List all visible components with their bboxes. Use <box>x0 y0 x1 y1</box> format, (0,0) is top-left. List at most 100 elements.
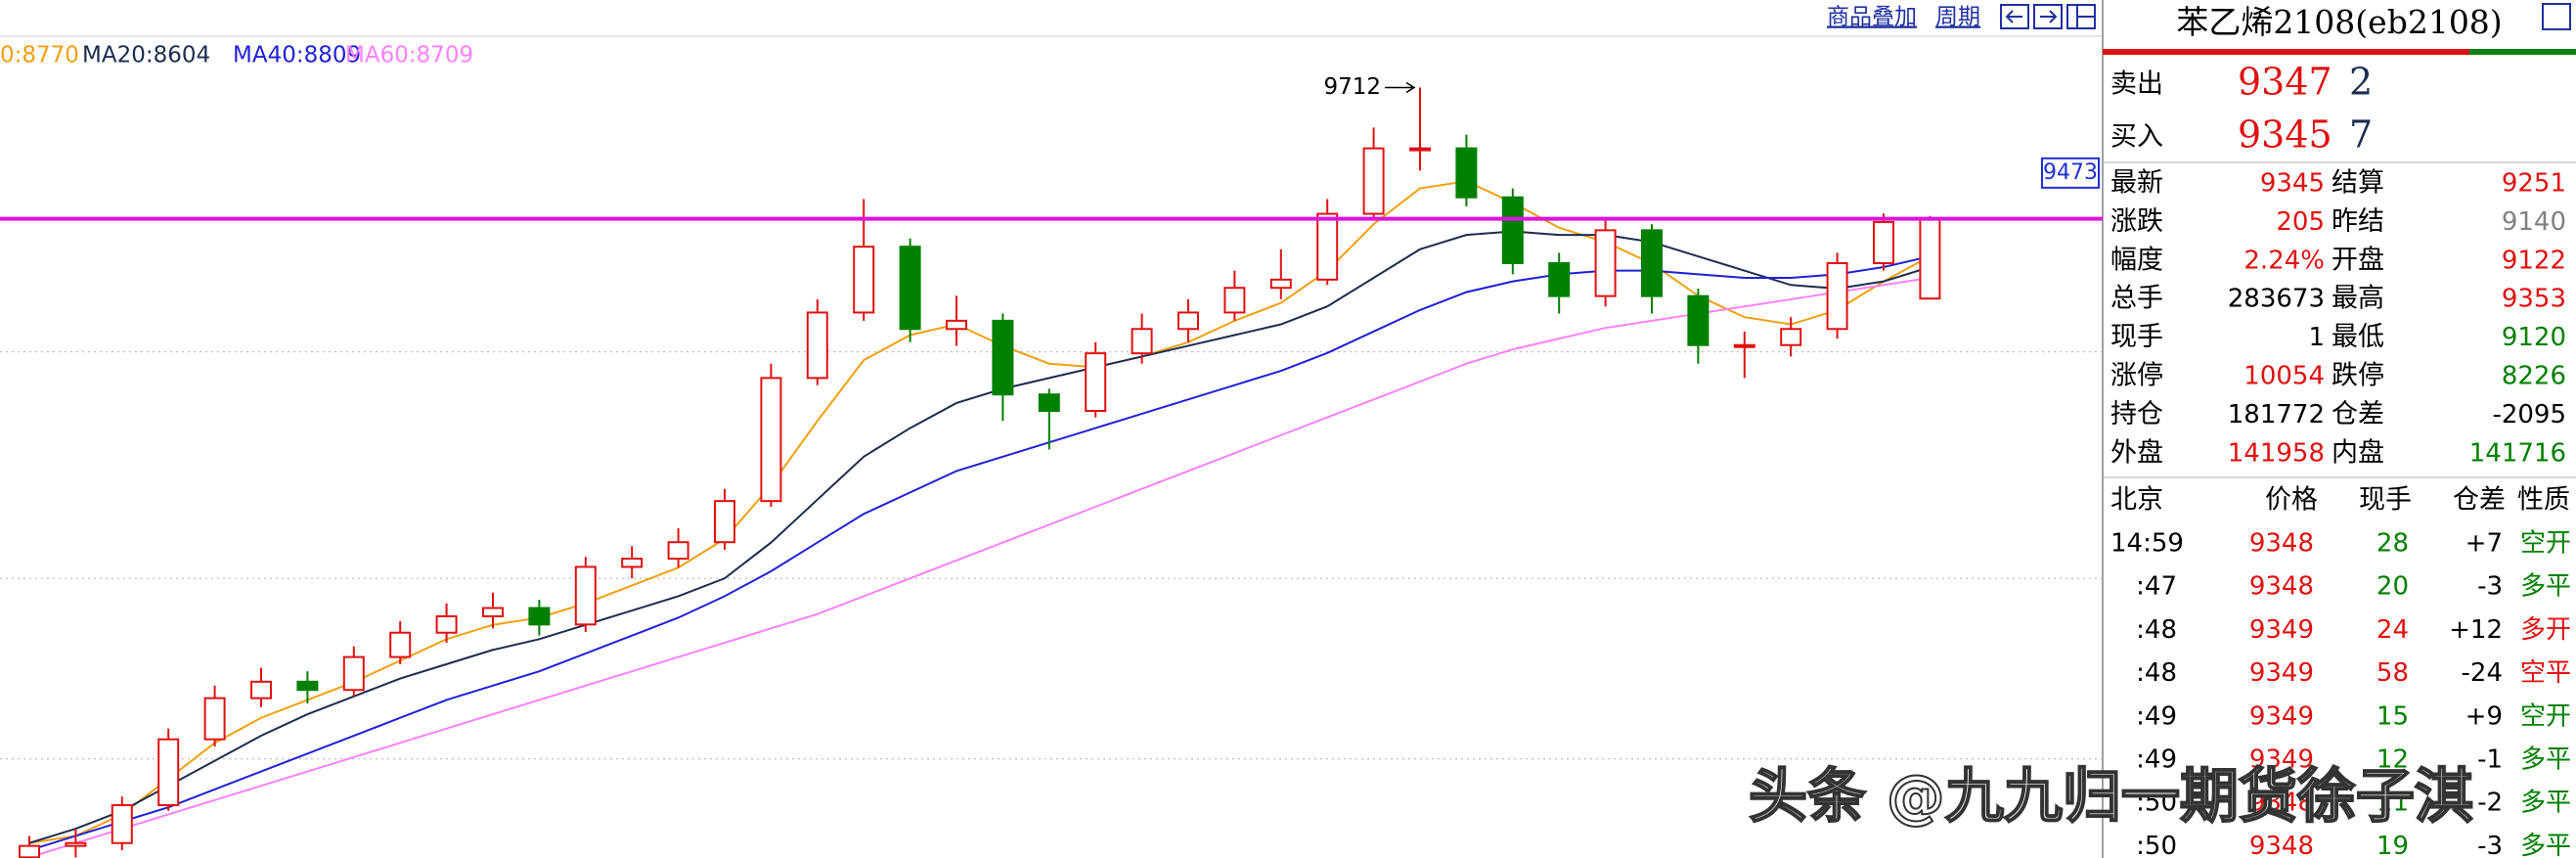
tick-cell: 58 <box>2376 658 2409 688</box>
toolbar-link[interactable]: 周期 <box>1935 5 1980 30</box>
cursor-price-box <box>2041 157 2100 189</box>
candle-body <box>157 738 180 806</box>
candle-body <box>1455 147 1478 199</box>
cursor-price: 9473 <box>2043 160 2098 185</box>
tick-cell: 空平 <box>2520 658 2571 688</box>
candle-body <box>574 565 597 626</box>
stat-label: 幅度 <box>2110 245 2163 275</box>
candle-body <box>296 680 319 692</box>
stat-label: 结算 <box>2332 168 2384 199</box>
tick-cell: 28 <box>2376 529 2409 559</box>
candle-body <box>946 319 967 331</box>
candle-body <box>714 500 735 544</box>
legend-entry: MA60:8709 <box>345 43 473 68</box>
tick-cell: :50 <box>2136 832 2177 858</box>
candle-body <box>667 541 689 561</box>
candle-body <box>1687 294 1710 346</box>
candle-body <box>992 319 1014 396</box>
tick-cell: 9349 <box>2249 615 2314 645</box>
candle-body <box>528 607 551 626</box>
candle-body <box>1733 343 1755 348</box>
stat-label: 最低 <box>2332 322 2384 352</box>
stat-label: 昨结 <box>2332 206 2384 237</box>
stat-label: 开盘 <box>2332 245 2384 275</box>
tick-header: 价格 <box>2265 485 2318 516</box>
watermark: 头条 @九九归一期货徐子淇 <box>1749 763 2473 832</box>
stat-value: 283673 <box>2228 285 2325 314</box>
stat-label: 内盘 <box>2332 437 2384 468</box>
tick-cell: 9348 <box>2249 832 2314 858</box>
candle-body <box>1131 328 1153 355</box>
tick-cell: 多平 <box>2520 789 2571 818</box>
title-bar-red <box>2103 49 2469 55</box>
panel-icon[interactable] <box>2542 3 2571 30</box>
tick-cell: 20 <box>2376 572 2409 602</box>
candle-body <box>806 311 828 380</box>
stat-value: 9140 <box>2502 207 2566 237</box>
tick-cell: :48 <box>2136 615 2177 645</box>
tick-cell: 多开 <box>2520 615 2571 645</box>
tick-cell: 空开 <box>2520 701 2571 731</box>
tick-cell: 9349 <box>2249 701 2314 731</box>
stat-label: 持仓 <box>2110 399 2163 429</box>
candle-body <box>111 803 133 844</box>
tick-cell: :49 <box>2136 701 2177 731</box>
stat-label: 最高 <box>2332 284 2384 314</box>
candle-body <box>1826 261 1848 331</box>
stat-label: 仓差 <box>2332 399 2384 429</box>
stat-value: 9353 <box>2502 285 2566 314</box>
candle-body <box>250 680 272 700</box>
tick-cell: -3 <box>2477 572 2503 602</box>
tick-cell: 19 <box>2376 832 2409 858</box>
tick-cell: 9349 <box>2249 745 2314 775</box>
stat-value: 9122 <box>2502 246 2566 275</box>
candle-body <box>853 246 875 314</box>
candle-body <box>1177 311 1199 331</box>
candle-body <box>389 631 412 658</box>
legend-entry: 0:8770 <box>0 43 79 68</box>
tick-cell: -1 <box>2477 745 2503 775</box>
high-annotation: 9712 <box>1323 74 1381 100</box>
candle-body <box>621 558 644 568</box>
candle-body <box>1316 212 1339 281</box>
candle-body <box>899 246 921 331</box>
stat-value: 141958 <box>2228 438 2325 468</box>
tick-cell: -24 <box>2462 658 2503 688</box>
tick-header: 北京 <box>2110 485 2163 516</box>
candle-body <box>1919 217 1941 300</box>
stat-label: 最新 <box>2110 168 2163 199</box>
stat-value: -2095 <box>2492 400 2566 429</box>
title-bar-green <box>2469 49 2576 55</box>
tick-cell: 12 <box>2376 745 2409 775</box>
stat-label: 涨停 <box>2110 361 2163 391</box>
tick-cell: 多平 <box>2520 572 2571 602</box>
legend-entry: MA20:8604 <box>82 43 210 68</box>
tick-cell: :50 <box>2136 789 2177 818</box>
candle-body <box>1038 393 1060 413</box>
candle-body <box>1362 147 1385 215</box>
order-price: 9345 <box>2238 113 2332 157</box>
chart-bg <box>0 0 2103 858</box>
stat-value: 181772 <box>2228 400 2325 429</box>
tick-cell: 多平 <box>2520 745 2571 775</box>
contract-title: 苯乙烯2108(eb2108) <box>2176 3 2502 41</box>
tick-cell: :49 <box>2136 745 2177 775</box>
tick-cell: 多平 <box>2520 832 2571 858</box>
tick-header: 现手 <box>2359 485 2412 516</box>
order-label: 卖出 <box>2110 69 2163 100</box>
tick-cell: +7 <box>2465 529 2503 559</box>
candle-body <box>65 841 87 847</box>
candle-body <box>203 697 226 741</box>
candle-body <box>19 844 40 858</box>
toolbar-link[interactable]: 商品叠加 <box>1827 5 1917 30</box>
stat-label: 跌停 <box>2332 361 2384 391</box>
candle-body <box>1269 278 1292 290</box>
stat-value: 141716 <box>2469 438 2566 468</box>
tick-cell: 9349 <box>2249 658 2314 688</box>
toolbar-icons[interactable] <box>2000 4 2096 29</box>
stat-value: 8226 <box>2502 362 2566 391</box>
tick-cell: 9348 <box>2249 572 2314 602</box>
candle-body <box>1085 352 1107 413</box>
candle-body <box>342 655 365 692</box>
